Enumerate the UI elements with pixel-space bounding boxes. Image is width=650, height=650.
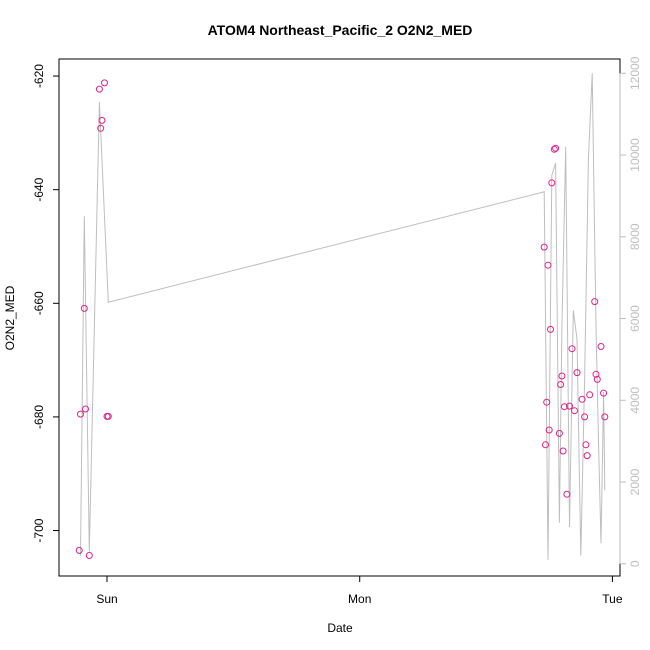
left-y-axis: -700 -680 -660 -640 -620 bbox=[32, 64, 60, 543]
chart-title: ATOM4 Northeast_Pacific_2 O2N2_MED bbox=[208, 22, 473, 38]
data-point bbox=[544, 261, 552, 269]
line-series bbox=[80, 73, 606, 560]
data-point bbox=[85, 552, 93, 559]
data-point bbox=[101, 79, 108, 87]
left-tick-label: -640 bbox=[32, 177, 46, 201]
x-tick-label: Sun bbox=[96, 592, 117, 606]
right-y-axis: 0 2000 4000 6000 8000 10000 12000 bbox=[619, 56, 642, 567]
right-tick-label: 2000 bbox=[628, 468, 642, 495]
right-tick-label: 6000 bbox=[628, 305, 642, 332]
data-point bbox=[550, 145, 558, 153]
data-point bbox=[82, 405, 89, 413]
series-line bbox=[80, 73, 606, 560]
data-point bbox=[548, 179, 556, 187]
data-point bbox=[571, 407, 578, 415]
data-point bbox=[583, 452, 591, 460]
data-point bbox=[573, 369, 581, 377]
data-point bbox=[557, 381, 565, 388]
left-tick-label: -660 bbox=[32, 291, 46, 315]
data-point bbox=[582, 441, 590, 449]
point-series bbox=[75, 79, 609, 559]
data-point bbox=[581, 413, 589, 421]
left-tick-label: -620 bbox=[32, 64, 46, 88]
data-point bbox=[545, 426, 553, 434]
x-tick-label: Mon bbox=[348, 592, 371, 606]
right-tick-label: 10000 bbox=[628, 138, 642, 172]
x-tick-label: Tue bbox=[602, 592, 623, 606]
right-tick-label: 12000 bbox=[628, 56, 642, 90]
data-point bbox=[80, 304, 88, 312]
data-point bbox=[75, 546, 83, 554]
data-point bbox=[597, 343, 605, 350]
data-point bbox=[97, 124, 105, 132]
data-point bbox=[591, 298, 599, 306]
data-point bbox=[552, 144, 560, 152]
x-axis-label: Date bbox=[327, 621, 353, 635]
x-axis: Sun Mon Tue bbox=[96, 575, 623, 606]
data-point bbox=[593, 375, 601, 383]
right-tick-label: 8000 bbox=[628, 223, 642, 250]
data-point bbox=[563, 490, 571, 498]
data-point bbox=[555, 429, 563, 437]
data-point bbox=[601, 413, 609, 421]
y-axis-label: O2N2_MED bbox=[3, 285, 17, 350]
data-point bbox=[578, 395, 586, 403]
data-point bbox=[104, 412, 112, 420]
left-tick-label: -680 bbox=[32, 405, 46, 429]
data-point bbox=[600, 389, 608, 397]
data-point bbox=[95, 85, 103, 93]
data-point bbox=[568, 345, 576, 353]
data-point bbox=[543, 398, 551, 406]
data-point bbox=[559, 447, 567, 455]
right-tick-label: 4000 bbox=[628, 387, 642, 414]
data-point bbox=[547, 325, 554, 333]
data-point bbox=[560, 403, 568, 411]
data-point bbox=[540, 243, 548, 251]
data-point bbox=[558, 372, 566, 380]
right-tick-label: 0 bbox=[628, 560, 642, 567]
data-point bbox=[586, 391, 594, 399]
data-point bbox=[77, 410, 84, 418]
data-point bbox=[566, 402, 573, 410]
data-point bbox=[542, 441, 549, 449]
left-tick-label: -700 bbox=[32, 518, 46, 542]
data-point bbox=[592, 370, 600, 378]
data-point bbox=[98, 116, 106, 124]
